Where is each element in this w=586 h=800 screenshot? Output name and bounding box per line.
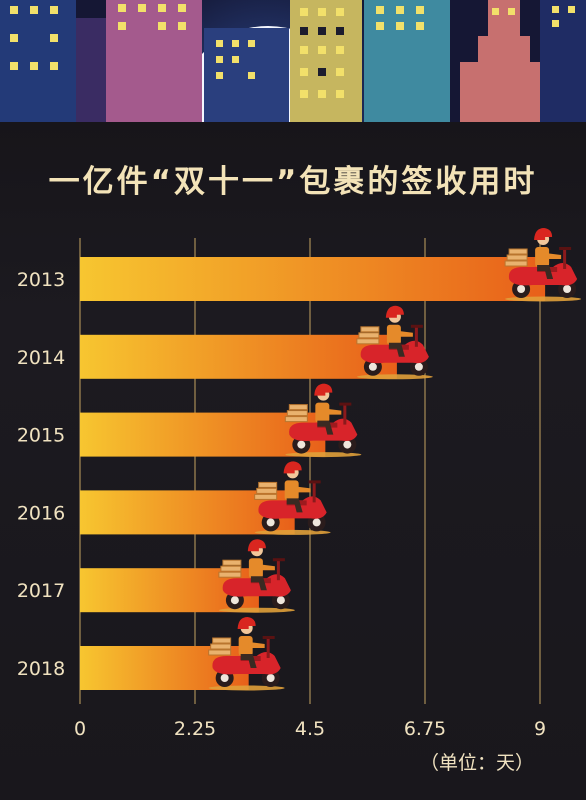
y-category-label: 2018 [17, 658, 65, 680]
bar-2013 [80, 257, 546, 301]
city-skyline-illustration [0, 0, 586, 122]
x-tick-label: 2.25 [174, 718, 216, 740]
y-category-label: 2015 [17, 425, 65, 447]
x-tick-label: 9 [534, 718, 546, 740]
unit-label: （单位：天） [420, 752, 535, 774]
y-category-label: 2014 [17, 347, 65, 369]
x-tick-label: 4.5 [295, 718, 325, 740]
y-category-label: 2013 [17, 269, 65, 291]
x-tick-label: 0 [74, 718, 86, 740]
chart-title: 一亿件“双十一”包裹的签收用时 [48, 164, 538, 200]
y-category-label: 2017 [17, 580, 65, 602]
bar-2014 [80, 334, 397, 379]
x-tick-label: 6.75 [404, 718, 446, 740]
bar-2015 [80, 412, 326, 457]
y-category-label: 2016 [17, 502, 65, 524]
